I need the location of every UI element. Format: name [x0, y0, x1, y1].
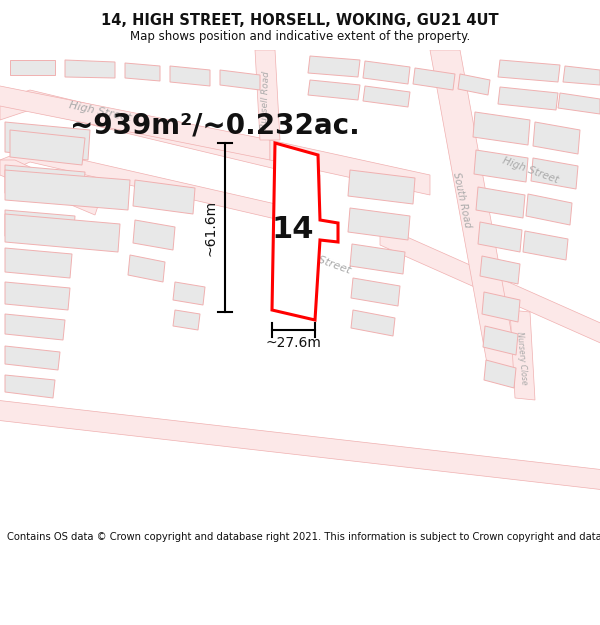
Polygon shape [380, 225, 600, 345]
Polygon shape [523, 231, 568, 260]
Polygon shape [480, 256, 520, 284]
Polygon shape [0, 148, 320, 245]
Polygon shape [482, 292, 520, 322]
Polygon shape [125, 63, 160, 81]
Polygon shape [348, 170, 415, 204]
Polygon shape [484, 360, 516, 388]
Polygon shape [351, 278, 400, 306]
Polygon shape [5, 282, 70, 310]
Polygon shape [430, 50, 520, 380]
Polygon shape [10, 60, 55, 75]
Polygon shape [128, 255, 165, 282]
Polygon shape [478, 222, 522, 252]
Text: Russell Road: Russell Road [260, 71, 272, 129]
Text: Nursery Close: Nursery Close [515, 331, 529, 385]
Polygon shape [133, 180, 195, 214]
Text: South Road: South Road [451, 171, 473, 229]
Polygon shape [363, 86, 410, 107]
Polygon shape [558, 93, 600, 114]
Text: High Street: High Street [500, 155, 559, 185]
Polygon shape [5, 314, 65, 340]
Polygon shape [363, 61, 410, 84]
Polygon shape [10, 130, 85, 165]
Polygon shape [0, 400, 600, 490]
Polygon shape [173, 310, 200, 330]
Polygon shape [533, 122, 580, 154]
Polygon shape [526, 194, 572, 225]
Polygon shape [5, 122, 90, 160]
Polygon shape [348, 208, 410, 240]
Polygon shape [173, 282, 205, 305]
Polygon shape [498, 60, 560, 82]
Text: 14: 14 [272, 216, 314, 244]
Text: 14, HIGH STREET, HORSELL, WOKING, GU21 4UT: 14, HIGH STREET, HORSELL, WOKING, GU21 4… [101, 13, 499, 28]
Polygon shape [0, 85, 270, 160]
Polygon shape [563, 66, 600, 85]
Polygon shape [351, 310, 395, 336]
Polygon shape [5, 210, 75, 242]
Text: High Street: High Street [289, 244, 352, 276]
Polygon shape [65, 60, 115, 78]
Text: High Street: High Street [68, 101, 132, 124]
Polygon shape [270, 140, 430, 195]
Polygon shape [133, 220, 175, 250]
Polygon shape [531, 158, 578, 189]
Polygon shape [5, 248, 72, 278]
Polygon shape [220, 70, 260, 90]
Polygon shape [5, 375, 55, 398]
Text: ~939m²/~0.232ac.: ~939m²/~0.232ac. [70, 111, 360, 139]
Text: Contains OS data © Crown copyright and database right 2021. This information is : Contains OS data © Crown copyright and d… [7, 532, 600, 542]
Polygon shape [272, 143, 338, 320]
Polygon shape [476, 187, 525, 218]
Text: ~27.6m: ~27.6m [266, 336, 322, 350]
Polygon shape [255, 50, 280, 140]
Polygon shape [0, 160, 100, 215]
Polygon shape [5, 346, 60, 370]
Polygon shape [5, 214, 120, 252]
Polygon shape [413, 68, 455, 90]
Polygon shape [473, 112, 530, 145]
Polygon shape [170, 66, 210, 86]
Polygon shape [498, 87, 558, 110]
Text: Map shows position and indicative extent of the property.: Map shows position and indicative extent… [130, 30, 470, 43]
Polygon shape [510, 310, 535, 400]
Polygon shape [308, 56, 360, 77]
Text: ~61.6m: ~61.6m [204, 199, 218, 256]
Polygon shape [0, 90, 320, 190]
Polygon shape [350, 244, 405, 274]
Polygon shape [483, 326, 518, 355]
Polygon shape [5, 170, 130, 210]
Polygon shape [5, 165, 85, 200]
Polygon shape [308, 80, 360, 100]
Polygon shape [474, 150, 528, 182]
Polygon shape [458, 74, 490, 95]
